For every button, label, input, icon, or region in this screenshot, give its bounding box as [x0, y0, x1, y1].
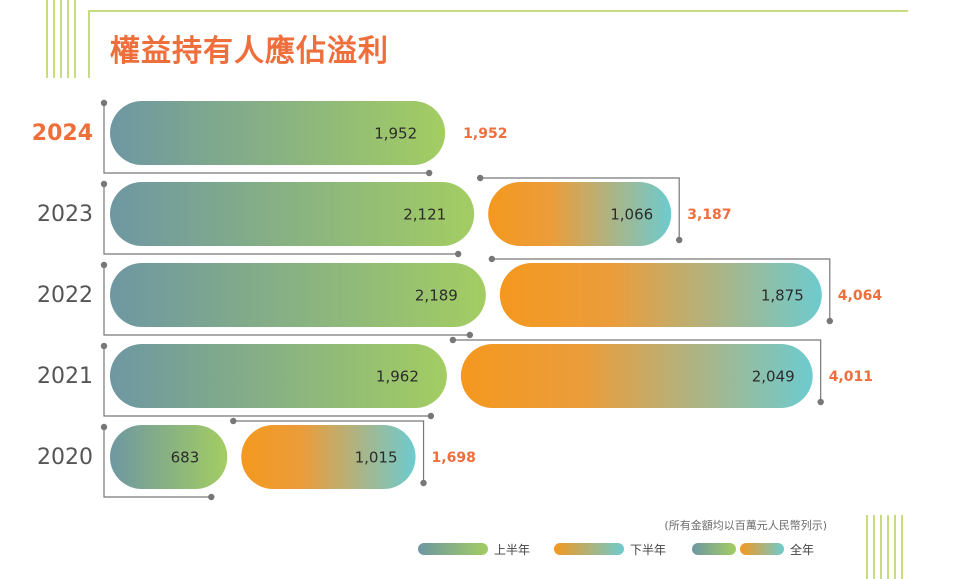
- legend-swatch-first-half: [418, 543, 488, 555]
- total-label-2022: 4,064: [838, 288, 883, 304]
- deco-line: [894, 515, 896, 579]
- bracket-second-half-2022: [491, 258, 831, 321]
- bracket-dot-h2-start-2021: [449, 336, 457, 344]
- deco-line: [880, 515, 882, 579]
- deco-line: [53, 0, 55, 78]
- deco-line: [60, 0, 62, 78]
- bracket-first-half-2021: [103, 346, 431, 417]
- units-note: (所有金額均以百萬元人民幣列示): [664, 519, 827, 532]
- bracket-dot-top-2023: [100, 180, 108, 188]
- bar-second-half-2022: [499, 263, 822, 327]
- bar-first-half-2022: [110, 263, 486, 327]
- bar-label-second-half-2020: 1,015: [355, 449, 398, 467]
- legend-swatch-second-half: [554, 543, 624, 555]
- bar-label-second-half-2023: 1,066: [610, 206, 653, 224]
- bar-first-half-2021: [110, 344, 447, 408]
- deco-line: [46, 0, 48, 78]
- bracket-dot-h2-start-2020: [230, 417, 237, 425]
- legend-label-first-half: 上半年: [494, 543, 531, 557]
- bracket-dot-h1-end-2021: [427, 412, 435, 420]
- deco-line: [901, 515, 903, 579]
- deco-line: [887, 515, 889, 579]
- bar-first-half-2024: [110, 101, 446, 165]
- bracket-dot-h1-end-2023: [454, 250, 462, 258]
- bar-label-second-half-2022: 1,875: [761, 287, 804, 305]
- deco-line: [873, 515, 875, 579]
- bar-label-first-half-2020: 683: [171, 449, 200, 467]
- bar-label-first-half-2023: 2,121: [403, 206, 446, 224]
- bracket-dot-h1-end-2020: [208, 493, 215, 501]
- deco-line: [88, 10, 90, 78]
- bracket-dot-h2-start-2022: [488, 255, 496, 263]
- legend-item-full-year: 全年: [692, 540, 852, 558]
- year-label-2020: 2020: [37, 445, 93, 470]
- legend-label-full-year: 全年: [790, 543, 815, 557]
- year-label-2021: 2021: [37, 364, 93, 389]
- bracket-dot-h2-end-2021: [817, 398, 824, 406]
- bracket-second-half-2023: [480, 177, 680, 240]
- bracket-dot-h2-start-2023: [476, 174, 484, 182]
- legend-swatch-full-year-h2: [740, 543, 784, 555]
- total-label-2021: 4,011: [829, 369, 873, 385]
- deco-line: [866, 515, 868, 579]
- deco-line: [88, 10, 908, 12]
- bar-second-half-2021: [460, 344, 813, 408]
- chart-title: 權益持有人應佔溢利: [110, 34, 389, 69]
- legend-item-second-half: 下半年: [554, 540, 694, 558]
- total-label-2020: 1,698: [432, 450, 476, 466]
- bar-second-half-2023: [488, 182, 672, 246]
- bracket-dot-top-2024: [100, 99, 108, 107]
- bar-first-half-2023: [110, 182, 475, 246]
- bracket-dot-top-2020: [100, 423, 108, 431]
- bracket-first-half-2024: [103, 103, 430, 174]
- bar-second-half-2020: [241, 425, 416, 489]
- bracket-dot-h2-end-2022: [826, 317, 833, 325]
- deco-line: [67, 0, 69, 78]
- bar-label-first-half-2024: 1,952: [374, 125, 417, 143]
- legend-item-first-half: 上半年: [414, 540, 554, 558]
- bracket-dot-h2-end-2023: [676, 236, 683, 244]
- bracket-dot-h2-end-2020: [420, 479, 427, 487]
- deco-line: [74, 0, 76, 78]
- total-label-2024: 1,952: [463, 126, 507, 142]
- bar-first-half-2020: [110, 425, 228, 489]
- bracket-first-half-2020: [103, 427, 212, 498]
- year-label-2023: 2023: [37, 202, 93, 227]
- bracket-second-half-2021: [452, 339, 822, 402]
- bar-label-second-half-2021: 2,049: [752, 368, 795, 386]
- bracket-first-half-2023: [103, 184, 459, 255]
- year-label-2024: 2024: [32, 121, 93, 146]
- total-label-2023: 3,187: [687, 207, 731, 223]
- bracket-dot-top-2022: [100, 261, 108, 269]
- bracket-dot-top-2021: [100, 342, 108, 350]
- bar-label-first-half-2021: 1,962: [376, 368, 419, 386]
- legend-label-second-half: 下半年: [630, 543, 667, 557]
- bracket-dot-h1-end-2022: [466, 331, 474, 339]
- year-label-2022: 2022: [37, 283, 93, 308]
- bar-label-first-half-2022: 2,189: [415, 287, 458, 305]
- bracket-first-half-2022: [103, 265, 470, 336]
- legend-swatch-full-year-h1: [692, 543, 736, 555]
- bracket-second-half-2020: [233, 420, 425, 483]
- bracket-dot-h1-end-2024: [425, 169, 433, 177]
